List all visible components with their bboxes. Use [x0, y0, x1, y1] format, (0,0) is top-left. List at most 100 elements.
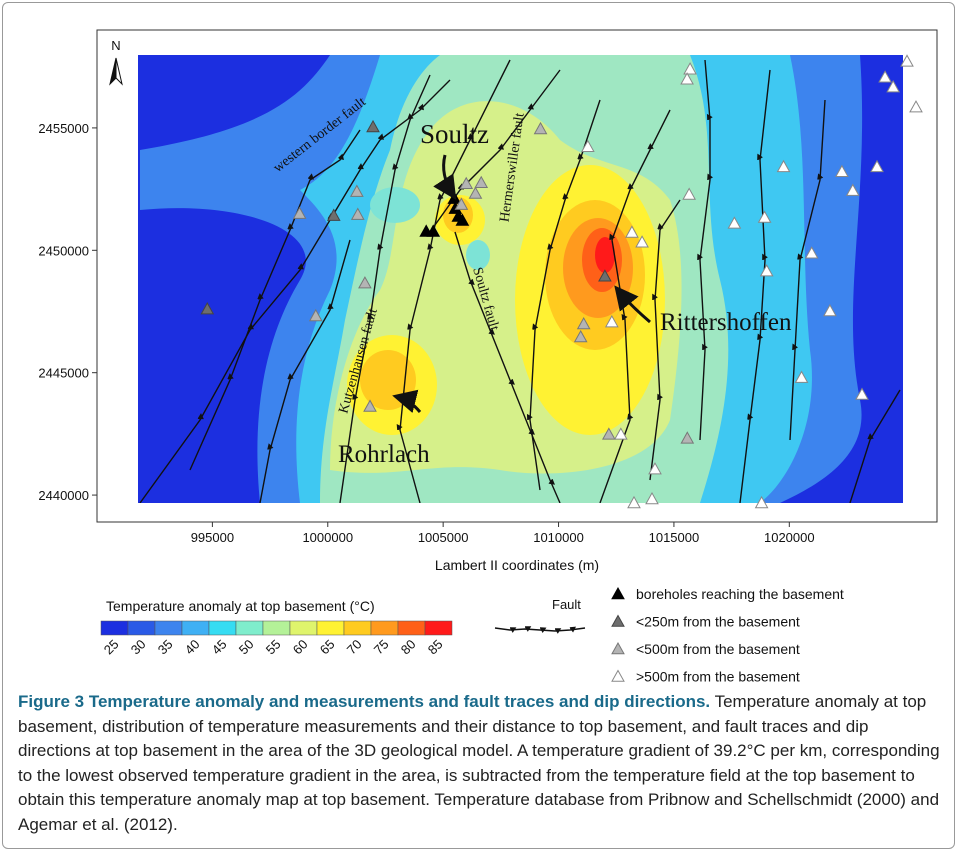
- measurement-point: [533, 121, 548, 135]
- legend-label: <250m from the basement: [636, 614, 800, 630]
- colorbar-tick-label: 25: [101, 637, 122, 658]
- legend-label: boreholes reaching the basement: [636, 586, 844, 602]
- colorbar-swatch: [208, 620, 237, 636]
- measurement-point: [459, 176, 474, 190]
- legend-label: >500m from the basement: [636, 669, 800, 685]
- colorbar-swatch: [397, 620, 426, 636]
- measurement-point: [645, 491, 659, 505]
- measurement-point: [576, 316, 591, 330]
- colorbar-tick-label: 45: [209, 637, 230, 658]
- colorbar-swatch: [370, 620, 399, 636]
- faults: [139, 59, 901, 503]
- colorbar-swatch: [424, 620, 453, 636]
- colorbar-swatch: [343, 620, 372, 636]
- y-tick-label: 2440000: [38, 488, 89, 503]
- colorbar-swatch: [289, 620, 318, 636]
- colorbar-swatch: [262, 620, 291, 636]
- measurement-point: [326, 208, 341, 221]
- measurement-point: [635, 235, 649, 248]
- measurement-point: [878, 70, 892, 83]
- measurement-point: [366, 119, 380, 133]
- measurement-point: [455, 213, 470, 226]
- measurement-point: [474, 175, 489, 189]
- measurement-point: [680, 431, 695, 444]
- colorbar-swatch: [127, 620, 156, 636]
- north-arrow: [115, 57, 123, 86]
- legend-symbol: [611, 614, 625, 627]
- arrow: [392, 389, 422, 414]
- x-tick-label: 1015000: [649, 530, 700, 545]
- measurement-point: [845, 183, 860, 196]
- colorbar-tick-label: 35: [155, 637, 176, 658]
- measurement-point: [308, 308, 323, 322]
- colorbar-tick-label: 30: [128, 637, 149, 658]
- measurement-point: [776, 159, 791, 173]
- arrow: [433, 154, 457, 201]
- fault-legend-line: [494, 628, 586, 631]
- measurement-point: [855, 387, 869, 400]
- colorbar-swatch: [154, 620, 183, 636]
- x-axis-label: Lambert II coordinates (m): [435, 557, 599, 573]
- colorbar-tick-label: 50: [236, 637, 257, 658]
- colorbar-tick-label: 75: [371, 637, 392, 658]
- y-tick-label: 2450000: [38, 243, 89, 258]
- colorbar-title: Temperature anomaly at top basement (°C): [106, 598, 375, 614]
- measurement-point: [573, 329, 588, 343]
- y-tick-label: 2445000: [38, 366, 89, 381]
- x-tick-label: 1005000: [418, 530, 469, 545]
- north-label: N: [111, 38, 120, 53]
- measurement-point: [598, 269, 612, 282]
- caption-body: Temperature anomaly at top basement, dis…: [18, 692, 940, 834]
- measurement-point: [794, 370, 809, 383]
- measurement-point: [363, 399, 377, 412]
- measurement-point: [426, 224, 441, 237]
- measurement-point: [835, 164, 849, 178]
- figure-frame: [2, 2, 955, 849]
- x-tick-label: 1010000: [533, 530, 584, 545]
- colorbar-swatch: [100, 620, 129, 636]
- caption: Figure 3 Temperature anomaly and measure…: [18, 690, 943, 837]
- measurement-point: [909, 100, 923, 113]
- caption-title: Figure 3 Temperature anomaly and measure…: [18, 692, 711, 711]
- colorbar-tick-label: 85: [425, 637, 446, 658]
- x-tick-label: 1020000: [764, 530, 815, 545]
- measurement-point: [358, 276, 372, 289]
- measurement-point: [727, 216, 742, 229]
- measurement-point: [683, 62, 697, 75]
- measurement-point: [625, 225, 639, 238]
- measurement-point: [870, 159, 884, 173]
- measurement-point: [648, 462, 662, 475]
- measurement-points: [200, 54, 923, 509]
- measurement-point: [580, 139, 595, 153]
- measurement-point: [604, 314, 619, 328]
- measurement-point: [759, 264, 774, 277]
- measurement-point: [292, 206, 307, 219]
- measurement-point: [757, 210, 772, 223]
- place-label: Rohrlach: [338, 441, 430, 468]
- colorbar-tick-label: 65: [317, 637, 338, 658]
- legend-symbol: [611, 586, 625, 600]
- measurement-point: [468, 186, 483, 199]
- legend-label: <500m from the basement: [636, 641, 800, 657]
- measurement-point: [900, 54, 914, 67]
- x-tick-label: 1000000: [302, 530, 353, 545]
- colorbar-tick-label: 40: [182, 637, 203, 658]
- measurement-point: [601, 427, 616, 440]
- arrow: [614, 285, 651, 324]
- figure: N western border fault Soultz Hermerswil…: [38, 29, 938, 685]
- measurement-point: [754, 495, 769, 509]
- place-label: Rittershoffen: [660, 309, 792, 336]
- place-label: Soultz: [420, 119, 489, 149]
- measurement-point: [200, 302, 215, 315]
- x-tick-label: 995000: [191, 530, 234, 545]
- measurement-point: [350, 207, 365, 220]
- colorbar-tick-label: 60: [290, 637, 311, 658]
- fault-legend-label: Fault: [552, 597, 581, 612]
- measurement-point: [349, 184, 364, 197]
- colorbar-swatch: [235, 620, 264, 636]
- colorbar-swatch: [181, 620, 210, 636]
- legend-symbol: [611, 641, 625, 655]
- measurement-point: [454, 197, 469, 210]
- measurement-point: [680, 72, 694, 85]
- measurement-point: [886, 80, 901, 93]
